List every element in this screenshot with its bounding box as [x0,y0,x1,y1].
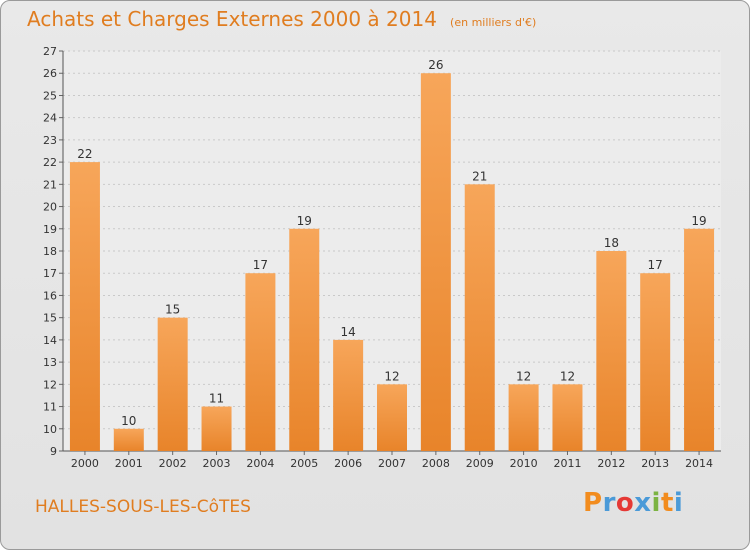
bar-value-label: 12 [516,369,531,383]
x-tick-label: 2009 [466,457,494,470]
y-tick-label: 16 [43,289,57,302]
x-tick-label: 2008 [422,457,450,470]
y-tick-label: 13 [43,356,57,369]
x-tick-label: 2007 [378,457,406,470]
y-tick-label: 23 [43,134,57,147]
chart-title: Achats et Charges Externes 2000 à 2014 (… [27,7,536,31]
bar-value-label: 19 [297,214,312,228]
y-tick-label: 21 [43,178,57,191]
logo-letter: x [634,488,652,518]
bar-value-label: 17 [648,258,663,272]
x-tick-label: 2002 [159,457,187,470]
y-tick-label: 25 [43,89,57,102]
x-tick-label: 2010 [510,457,538,470]
bar [420,73,451,451]
bar-value-label: 18 [604,236,619,250]
bar [508,384,539,451]
y-tick-label: 22 [43,156,57,169]
chart-title-main: Achats et Charges Externes 2000 à 2014 [27,7,437,31]
y-tick-label: 18 [43,245,57,258]
x-tick-label: 2004 [246,457,274,470]
bar [464,184,495,452]
bar [201,406,232,451]
bar [640,273,671,451]
y-tick-label: 11 [43,401,57,414]
bar-value-label: 19 [691,214,706,228]
y-tick-label: 9 [50,445,57,458]
bar-value-label: 10 [121,414,136,428]
x-tick-label: 2006 [334,457,362,470]
y-tick-label: 17 [43,267,57,280]
bar [113,428,144,451]
bar [377,384,407,451]
bar [684,228,715,451]
bar-value-label: 12 [384,369,399,383]
bar [245,273,276,451]
bar-value-label: 22 [77,147,92,161]
chart-unit-note: (en milliers d'€) [450,16,537,29]
y-tick-label: 24 [43,112,57,125]
bar-value-label: 26 [428,58,443,72]
logo-letter: t [660,488,674,518]
x-tick-label: 2005 [290,457,318,470]
bar-value-label: 14 [340,325,355,339]
x-tick-label: 2000 [71,457,99,470]
y-tick-label: 20 [43,201,57,214]
y-tick-label: 10 [43,423,57,436]
bar [552,384,583,451]
bar-value-label: 17 [253,258,268,272]
bar-value-label: 12 [560,369,575,383]
bar [289,228,320,451]
y-tick-label: 12 [43,378,57,391]
x-tick-label: 2003 [203,457,231,470]
bar-value-label: 11 [209,392,224,406]
y-tick-label: 14 [43,334,57,347]
x-tick-label: 2013 [641,457,669,470]
x-tick-label: 2011 [553,457,581,470]
proxiti-logo: Proxiti [583,488,683,518]
bar [69,162,100,451]
bar-value-label: 15 [165,303,180,317]
commune-name: HALLES-SOUS-LES-CôTES [35,497,251,517]
logo-letter: i [651,488,661,518]
logo-letter: r [602,488,616,518]
bar [333,339,364,451]
logo-letter: P [583,488,603,518]
y-tick-label: 15 [43,312,57,325]
x-tick-label: 2012 [597,457,625,470]
logo-letter: o [615,488,635,518]
bar [157,317,188,451]
x-tick-label: 2001 [115,457,143,470]
x-tick-label: 2014 [685,457,713,470]
bar-value-label: 21 [472,169,487,183]
bar [596,251,627,451]
logo-letter: i [673,488,684,518]
y-tick-label: 19 [43,223,57,236]
y-tick-label: 26 [43,67,57,80]
y-tick-label: 27 [43,45,57,58]
